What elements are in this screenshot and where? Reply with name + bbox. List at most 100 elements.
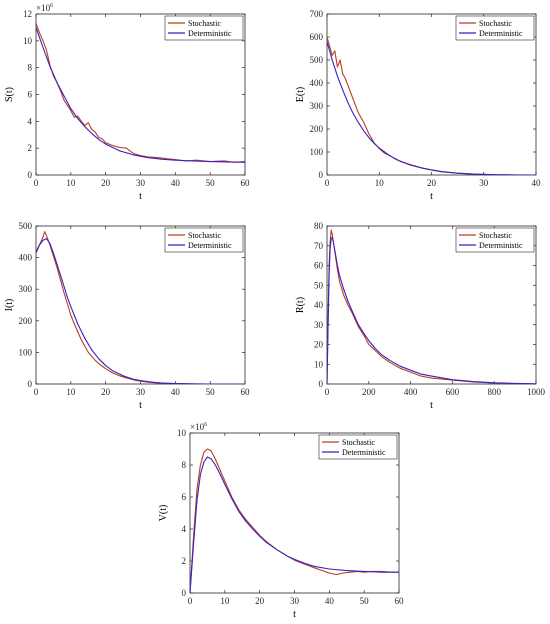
x-tick-label: 50 — [206, 387, 216, 397]
y-tick-label: 60 — [314, 261, 324, 271]
x-tick-label: 0 — [325, 178, 330, 188]
legend-box — [455, 15, 535, 41]
x-tick-label: 20 — [255, 596, 265, 606]
legend-entry: Deterministic — [479, 241, 523, 250]
y-axis-label: I(t) — [4, 299, 15, 312]
x-tick-label: 30 — [479, 178, 489, 188]
y-tick-label: 0 — [28, 170, 33, 180]
y-tick-label: 10 — [314, 359, 324, 369]
panel-e: 0 10 20 30 400100200300400500600700tE(t)Stoc… — [295, 9, 541, 202]
series-line-deterministic — [190, 456, 399, 593]
y-tick-label: 8 — [182, 460, 187, 470]
y-tick-label: 500 — [19, 221, 33, 231]
x-tick-label: 20 — [101, 178, 111, 188]
legend-entry: Stochastic — [479, 231, 512, 240]
legend-entry: Stochastic — [342, 438, 375, 447]
legend-entry: Stochastic — [188, 19, 221, 28]
x-axis-label: t — [293, 609, 296, 620]
y-axis-label: E(t) — [295, 87, 306, 103]
y-tick-label: 0 — [182, 588, 187, 598]
y-tick-label: 300 — [19, 284, 33, 294]
y-tick-label: 20 — [314, 340, 324, 350]
x-tick-label: 200 — [362, 387, 376, 397]
y-tick-label: 200 — [310, 124, 324, 134]
y-tick-label: 4 — [28, 116, 33, 126]
series-line-deterministic — [36, 238, 245, 384]
y-tick-label: 50 — [314, 280, 324, 290]
y-axis-label: R(t) — [295, 297, 306, 313]
legend-box — [455, 227, 535, 253]
legend-entry: Deterministic — [188, 29, 232, 38]
y-tick-label: 0 — [319, 379, 324, 389]
x-tick-label: 20 — [427, 178, 437, 188]
y-tick-label: 600 — [310, 32, 324, 42]
panel-v: 0 10 20 30 40 50 600246810×106tV(t)StochasticD… — [158, 422, 404, 620]
y-tick-label: 10 — [177, 428, 187, 438]
y-tick-label: 0 — [319, 170, 324, 180]
legend-entry: Stochastic — [479, 19, 512, 28]
x-axis-label: t — [139, 191, 142, 202]
y-tick-label: 300 — [310, 101, 324, 111]
x-tick-label: 10 — [66, 178, 76, 188]
x-tick-label: 800 — [487, 387, 501, 397]
x-tick-label: 30 — [290, 596, 300, 606]
x-tick-label: 10 — [66, 387, 76, 397]
x-tick-label: 40 — [171, 387, 181, 397]
y-tick-label: 12 — [23, 9, 32, 19]
x-tick-label: 60 — [395, 596, 405, 606]
y-tick-label: 70 — [314, 241, 324, 251]
x-tick-label: 40 — [532, 178, 542, 188]
x-tick-label: 0 — [34, 178, 39, 188]
x-axis-label: t — [430, 191, 433, 202]
axes-frame — [35, 13, 246, 176]
x-tick-label: 40 — [325, 596, 335, 606]
y-tick-label: 30 — [314, 320, 324, 330]
legend-entry: Deterministic — [479, 29, 523, 38]
x-tick-label: 0 — [188, 596, 193, 606]
series-line-deterministic — [36, 27, 245, 163]
y-tick-label: 700 — [310, 9, 324, 19]
x-tick-label: 1000 — [527, 387, 546, 397]
legend-box — [164, 15, 244, 41]
x-tick-label: 60 — [241, 387, 251, 397]
y-tick-label: 500 — [310, 55, 324, 65]
x-tick-label: 10 — [375, 178, 385, 188]
x-tick-label: 40 — [171, 178, 181, 188]
y-tick-label: 80 — [314, 221, 324, 231]
y-tick-label: 6 — [28, 90, 33, 100]
y-tick-label: 8 — [28, 63, 33, 73]
legend-entry: Stochastic — [188, 231, 221, 240]
x-tick-label: 10 — [220, 596, 230, 606]
y-tick-label: 6 — [182, 492, 187, 502]
y-tick-label: 40 — [314, 300, 324, 310]
legend-box — [164, 227, 244, 253]
x-tick-label: 30 — [136, 178, 146, 188]
series-line-deterministic — [327, 41, 536, 175]
panel-r: 0 200 400 600 800 1000 0 10 20 30 40 50 60 70 80 t R(t) S… — [295, 221, 546, 411]
y-tick-label: 0 — [28, 379, 33, 389]
y-tick-label: 4 — [182, 524, 187, 534]
y-tick-label: 10 — [23, 36, 33, 46]
y-tick-label: 200 — [19, 316, 33, 326]
x-tick-label: 30 — [136, 387, 146, 397]
y-tick-label: 400 — [310, 78, 324, 88]
legend-entry: Deterministic — [188, 241, 232, 250]
panel-i: 0 10 20 30 40 50 60 0 100 200 300 400 500 t I(t) Stocha… — [4, 221, 250, 411]
y-tick-label: 2 — [182, 556, 187, 566]
y-axis-label: V(t) — [158, 505, 169, 522]
x-tick-label: 600 — [446, 387, 460, 397]
series-line-stochastic — [327, 229, 536, 384]
y-tick-label: 100 — [310, 147, 324, 157]
y-tick-label: 100 — [19, 347, 33, 357]
x-tick-label: 0 — [34, 387, 39, 397]
y-tick-label: 2 — [28, 143, 33, 153]
x-axis-label: t — [139, 400, 142, 411]
x-tick-label: 20 — [101, 387, 111, 397]
legend-entry: Deterministic — [342, 448, 386, 457]
